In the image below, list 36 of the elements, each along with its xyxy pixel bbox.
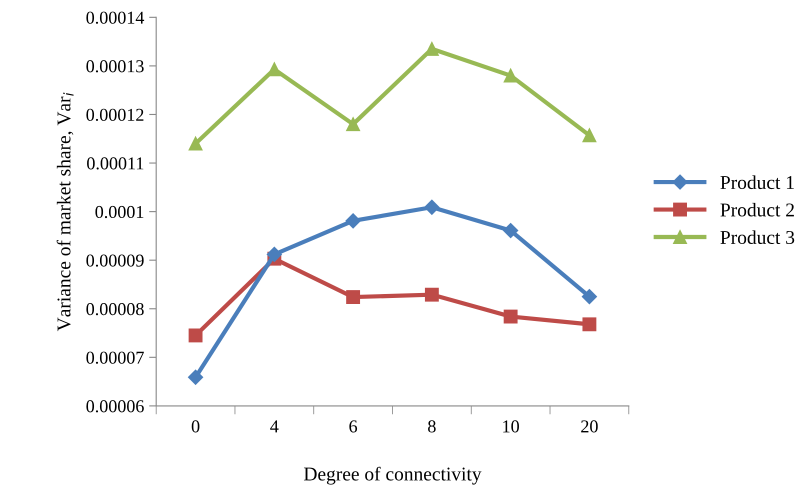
point <box>266 246 282 262</box>
point <box>582 317 596 332</box>
x-tick-label: 10 <box>503 420 519 432</box>
point <box>188 136 203 151</box>
x-tick-label: 6 <box>349 420 358 432</box>
point <box>504 68 518 83</box>
point <box>503 222 518 238</box>
point <box>346 117 360 132</box>
point <box>504 310 518 324</box>
y-tick-label: 0.0001 <box>95 206 144 218</box>
x-tick-label: 0 <box>192 420 200 432</box>
point <box>267 62 282 76</box>
y-axis-title: Variance of market share, Var$_{i}$ <box>56 92 74 332</box>
x-axis-title: Degree of connectivity <box>304 466 482 485</box>
x-tick-label: 4 <box>270 420 279 432</box>
legend-label: Product 3 <box>720 230 794 244</box>
x-tick-label: 8 <box>428 420 436 432</box>
point <box>582 128 596 142</box>
legend-label: Product 1 <box>720 175 794 190</box>
y-tick-label: 0.00006 <box>86 400 144 412</box>
y-tick-label: 0.00007 <box>86 352 144 364</box>
legend-label: Product 2 <box>720 202 794 217</box>
y-tick-label: 0.00008 <box>86 303 144 316</box>
point <box>424 288 439 302</box>
y-tick-label: 0.00013 <box>86 60 144 72</box>
point <box>188 328 203 342</box>
y-tick-label: 0.00011 <box>87 157 144 170</box>
y-tick-label: 0.00009 <box>86 254 144 267</box>
point <box>582 289 597 304</box>
point <box>346 290 360 304</box>
y-tick-label: 0.00014 <box>86 12 144 24</box>
y-tick-label: 0.00012 <box>86 108 144 121</box>
point <box>424 200 440 215</box>
point <box>346 213 361 228</box>
x-tick-label: 20 <box>581 420 598 432</box>
point <box>188 370 204 385</box>
